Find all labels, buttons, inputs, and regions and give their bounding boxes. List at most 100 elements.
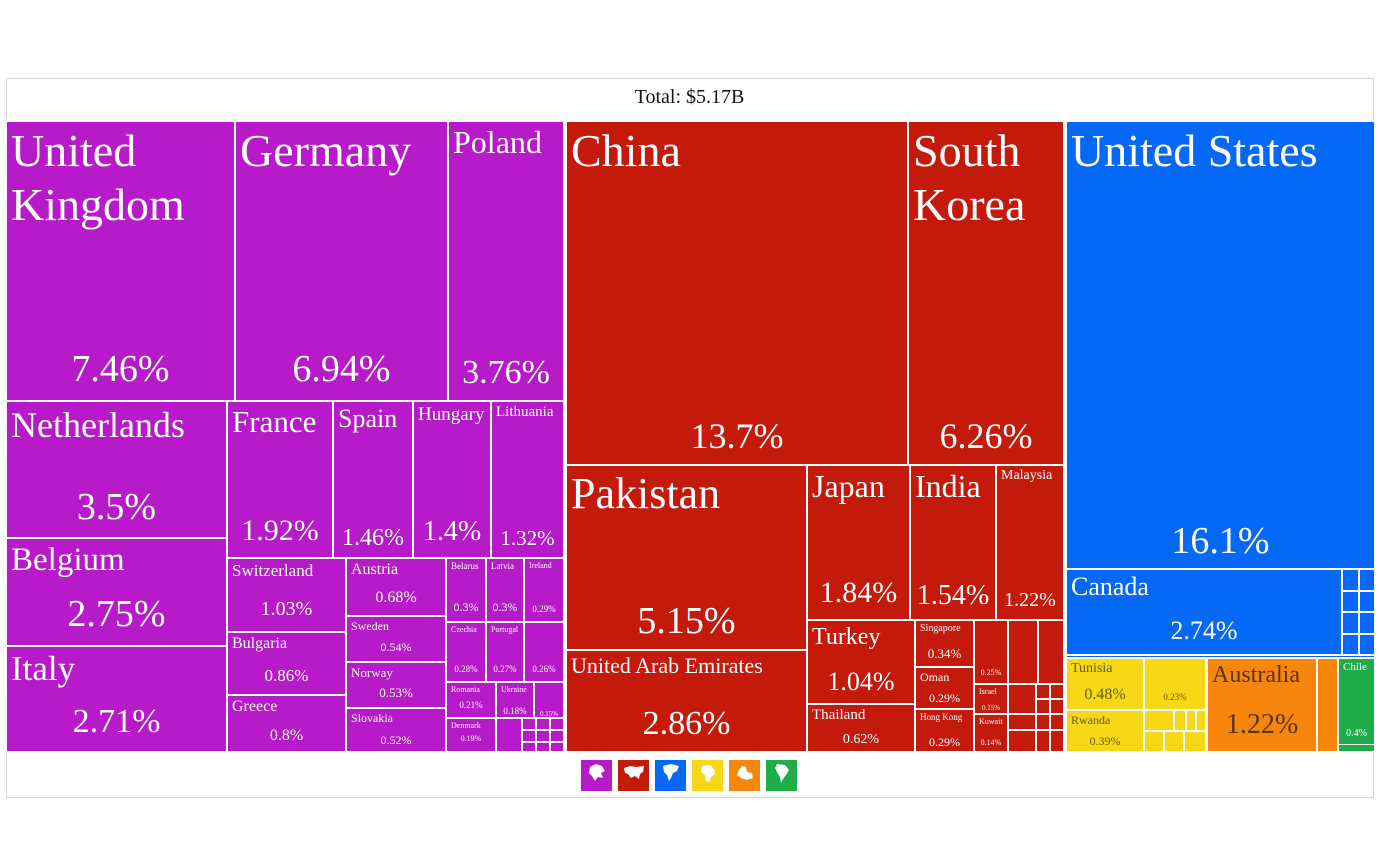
treemap-cell-norway[interactable]: Norway 0.53% [346, 662, 446, 708]
treemap-cell-thailand[interactable]: Thailand 0.62% [807, 704, 915, 752]
treemap-cell-small-31[interactable] [1066, 655, 1375, 658]
treemap-cell-oman[interactable]: Oman 0.29% [915, 667, 974, 709]
treemap-cell-hungary[interactable]: Hungary 1.4% [413, 401, 491, 558]
treemap-cell-small-34[interactable] [1144, 731, 1164, 752]
treemap-cell-austria[interactable]: Austria 0.68% [346, 558, 446, 616]
treemap-cell-south-korea[interactable]: South Korea 6.26% [908, 121, 1064, 465]
treemap-cell-turkey[interactable]: Turkey 1.04% [807, 620, 915, 704]
treemap-cell-italy[interactable]: Italy 2.71% [6, 646, 227, 752]
treemap-cell-united-states[interactable]: United States 16.1% [1066, 121, 1375, 569]
treemap-cell-india[interactable]: India 1.54% [910, 465, 996, 620]
treemap-cell-small-19[interactable] [1050, 714, 1064, 730]
treemap-cell-malaysia[interactable]: Malaysia 1.22% [996, 465, 1064, 620]
treemap-cell-small-21[interactable] [1036, 730, 1050, 752]
legend-button-south-america[interactable] [766, 760, 797, 791]
treemap-cell-small-38[interactable] [1186, 710, 1196, 731]
treemap-cell-small-1[interactable] [522, 718, 536, 730]
treemap-cell-denmark[interactable]: Denmark 0.19% [446, 718, 496, 752]
treemap-cell-singapore[interactable]: Singapore 0.34% [915, 620, 974, 667]
treemap-cell-small-17[interactable] [1008, 714, 1036, 730]
treemap-cell-australia[interactable]: Australia 1.22% [1207, 658, 1317, 752]
treemap-cell-small-11[interactable] [1038, 620, 1064, 684]
treemap-cell-sweden[interactable]: Sweden 0.54% [346, 616, 446, 662]
legend-button-north-america[interactable] [655, 760, 686, 791]
treemap-cell-small-29[interactable] [1342, 634, 1359, 655]
treemap-cell-united-kingdom[interactable]: United Kingdom 7.46% [6, 121, 235, 401]
treemap-cell-china[interactable]: China 13.7% [566, 121, 908, 465]
treemap-cell-small-10[interactable] [1008, 620, 1038, 684]
cell-share: 1.84% [819, 576, 898, 609]
treemap-cell-small-0[interactable] [496, 718, 522, 752]
treemap-cell-spain[interactable]: Spain 1.46% [333, 401, 413, 558]
treemap-cell-belgium[interactable]: Belgium 2.75% [6, 538, 227, 646]
treemap-cell-netherlands[interactable]: Netherlands 3.5% [6, 401, 227, 538]
treemap-cell-small-23[interactable] [1342, 569, 1359, 591]
cell-name: Rwanda [1071, 713, 1111, 727]
treemap-cell-belarus[interactable]: Belarus 0.3% [446, 558, 486, 622]
treemap-cell-small-37[interactable] [1174, 710, 1186, 731]
treemap-cell-germany[interactable]: Germany 6.94% [235, 121, 448, 401]
treemap-cell-small-3[interactable] [550, 718, 564, 730]
legend-button-oceania[interactable] [729, 760, 760, 791]
treemap-cell-czechia[interactable]: Czechia 0.28% [446, 622, 486, 682]
treemap-cell-small-22[interactable] [1050, 730, 1064, 752]
treemap-cell-small-24[interactable] [1359, 569, 1375, 591]
legend-button-africa[interactable] [692, 760, 723, 791]
cell-name: Germany [240, 125, 412, 176]
legend-button-asia[interactable] [618, 760, 649, 791]
treemap-cell-small-5[interactable] [536, 730, 550, 742]
treemap-cell-kuwait[interactable]: Kuwait 0.14% [974, 714, 1008, 752]
treemap-cell-greece[interactable]: Greece 0.8% [227, 695, 346, 752]
treemap-cell-israel[interactable]: Israel 0.15% [974, 684, 1008, 714]
treemap-cell-small-4[interactable] [522, 730, 536, 742]
treemap-cell-rwanda[interactable]: Rwanda 0.39% [1066, 710, 1144, 752]
treemap-cell-romania[interactable]: Romania 0.21% [446, 682, 496, 718]
treemap-cell-small-36[interactable] [1184, 731, 1206, 752]
treemap-cell-small-14[interactable] [1050, 684, 1064, 699]
north-america-icon [659, 761, 683, 790]
treemap-cell-poland[interactable]: Poland 3.76% [448, 121, 564, 401]
treemap-cell-small-40[interactable] [1317, 658, 1338, 752]
treemap-cell-france[interactable]: France 1.92% [227, 401, 333, 558]
treemap-cell-ukraine[interactable]: Ukraine 0.18% [496, 682, 534, 718]
treemap-cell-latvia[interactable]: Latvia 0.3% [486, 558, 524, 622]
treemap-cell-small-32[interactable] [1144, 710, 1174, 731]
treemap-cell-unlabeled-46[interactable]: 0.23% [1144, 658, 1206, 710]
legend-button-europe[interactable] [581, 760, 612, 791]
treemap-cell-small-28[interactable] [1359, 612, 1375, 634]
treemap-cell-small-18[interactable] [1036, 714, 1050, 730]
treemap-cell-chile[interactable]: Chile 0.4% [1338, 658, 1375, 752]
treemap-cell-ireland[interactable]: Ireland 0.29% [524, 558, 564, 622]
treemap-cell-pakistan[interactable]: Pakistan 5.15% [566, 465, 807, 650]
treemap-cell-small-13[interactable] [1036, 684, 1050, 699]
treemap-cell-small-6[interactable] [550, 730, 564, 742]
treemap-cell-lithuania[interactable]: Lithuania 1.32% [491, 401, 564, 558]
treemap-cell-small-2[interactable] [536, 718, 550, 730]
treemap-cell-unlabeled-25[interactable]: 0.15% [534, 682, 564, 718]
treemap-cell-small-25[interactable] [1342, 591, 1359, 612]
treemap-cell-switzerland[interactable]: Switzerland 1.03% [227, 558, 346, 632]
treemap-cell-small-12[interactable] [1008, 684, 1036, 714]
treemap-cell-small-20[interactable] [1008, 730, 1036, 752]
treemap-cell-united-arab-emirates[interactable]: United Arab Emirates 2.86% [566, 650, 807, 752]
treemap-cell-small-39[interactable] [1196, 710, 1206, 731]
treemap-cell-small-27[interactable] [1342, 612, 1359, 634]
treemap-cell-small-7[interactable] [522, 742, 536, 752]
treemap-cell-small-16[interactable] [1050, 699, 1064, 714]
treemap-cell-portugal[interactable]: Portugal 0.27% [486, 622, 524, 682]
treemap-cell-slovakia[interactable]: Slovakia 0.52% [346, 708, 446, 752]
treemap-cell-unlabeled-39[interactable]: 0.25% [974, 620, 1008, 684]
treemap-cell-hong-kong[interactable]: Hong Kong 0.29% [915, 709, 974, 752]
treemap-cell-japan[interactable]: Japan 1.84% [807, 465, 910, 620]
treemap-cell-small-15[interactable] [1036, 699, 1050, 714]
treemap-cell-canada[interactable]: Canada 2.74% [1066, 569, 1342, 655]
treemap-cell-unlabeled-22[interactable]: 0.26% [524, 622, 564, 682]
treemap-cell-tunisia[interactable]: Tunisia 0.48% [1066, 658, 1144, 710]
treemap-cell-bulgaria[interactable]: Bulgaria 0.86% [227, 632, 346, 695]
treemap-cell-small-35[interactable] [1164, 731, 1184, 752]
treemap-cell-small-9[interactable] [550, 742, 564, 752]
treemap-cell-small-26[interactable] [1359, 591, 1375, 612]
treemap-cell-small-8[interactable] [536, 742, 550, 752]
treemap-cell-small-30[interactable] [1359, 634, 1375, 655]
treemap-cell-small-41[interactable] [1338, 744, 1375, 752]
